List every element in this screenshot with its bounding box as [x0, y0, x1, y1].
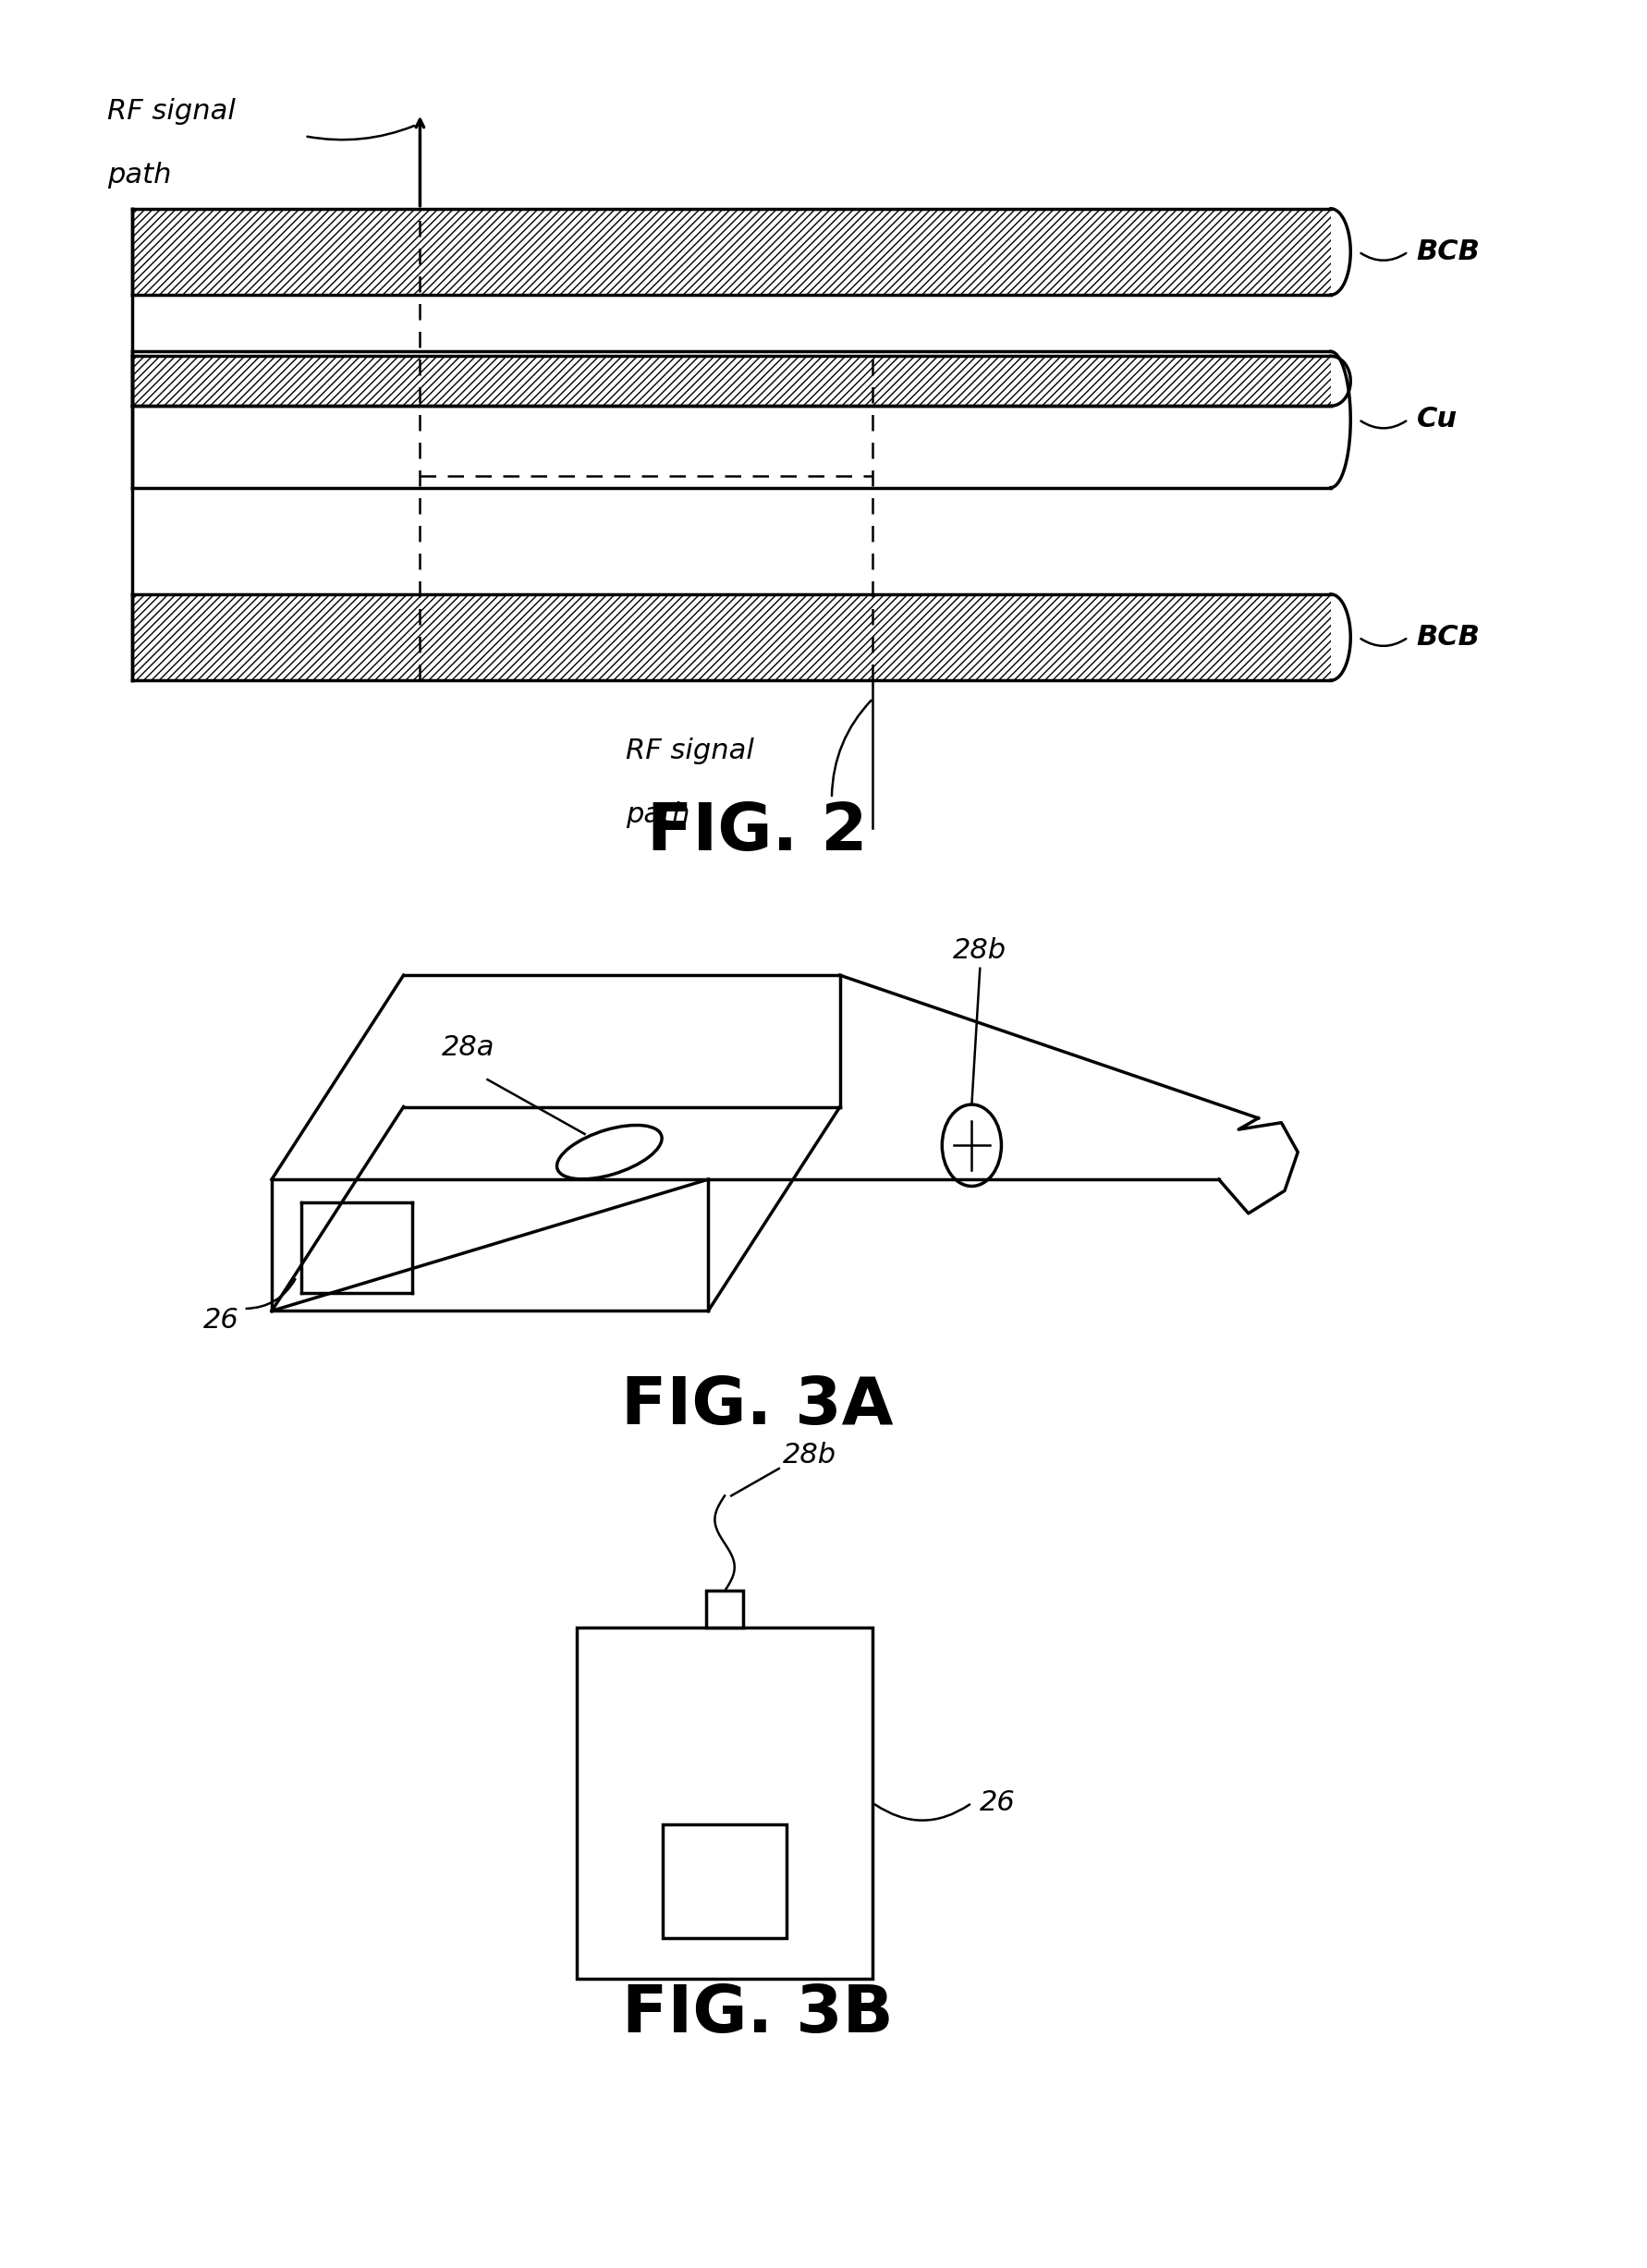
Text: 28b: 28b — [954, 937, 1006, 964]
Bar — [132, 209, 1331, 295]
Text: path: path — [626, 801, 690, 828]
Bar — [132, 594, 1331, 680]
Circle shape — [942, 1105, 1001, 1186]
Bar — [132, 352, 1331, 488]
Bar — [132, 356, 1331, 406]
Text: FIG. 3A: FIG. 3A — [621, 1374, 894, 1438]
Text: 28b: 28b — [782, 1442, 837, 1470]
Text: 28a: 28a — [441, 1034, 494, 1061]
Bar — [132, 356, 1331, 406]
Bar — [576, 1628, 873, 1978]
Polygon shape — [1331, 352, 1351, 488]
Bar — [132, 209, 1331, 295]
Text: RF signal: RF signal — [626, 737, 754, 764]
Text: path: path — [107, 161, 171, 188]
Bar — [132, 594, 1331, 680]
Text: 26: 26 — [203, 1306, 239, 1334]
Text: BCB: BCB — [1416, 238, 1481, 265]
Bar — [707, 1592, 743, 1628]
Text: RF signal: RF signal — [107, 98, 236, 125]
Ellipse shape — [557, 1125, 662, 1179]
Text: BCB: BCB — [1416, 624, 1481, 651]
Text: FIG. 3B: FIG. 3B — [623, 1982, 893, 2046]
Bar — [662, 1823, 787, 1937]
Text: Cu: Cu — [1416, 406, 1458, 433]
Text: 26: 26 — [980, 1789, 1016, 1817]
Text: FIG. 2: FIG. 2 — [647, 801, 868, 864]
